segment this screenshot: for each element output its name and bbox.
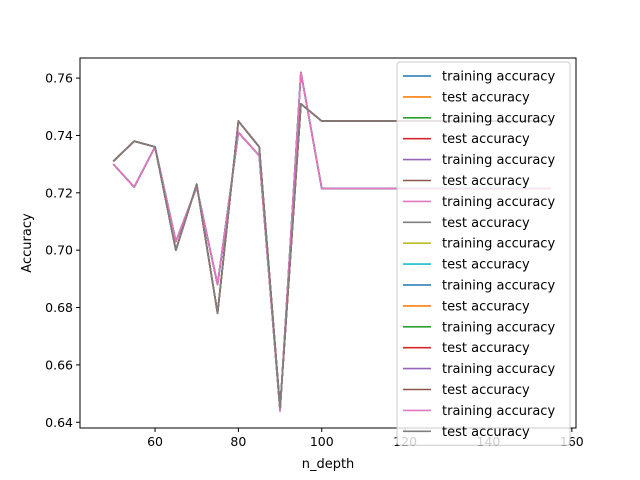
y-tick-label: 0.64	[45, 415, 73, 430]
x-tick-label: 60	[147, 434, 163, 449]
x-tick-label: 100	[310, 434, 334, 449]
y-tick-label: 0.68	[45, 300, 73, 315]
y-tick-label: 0.70	[45, 243, 73, 258]
legend-entry-12[interactable]: test accuracy	[442, 299, 530, 314]
y-axis-label: Accuracy	[20, 213, 35, 273]
legend[interactable]: training accuracy test accuracy training a…	[396, 61, 571, 446]
legend-entry-6[interactable]: test accuracy	[442, 174, 530, 189]
legend-entry-8[interactable]: test accuracy	[442, 216, 530, 231]
y-tick-label: 0.76	[45, 71, 73, 86]
legend-entry-7[interactable]: training accuracy	[442, 195, 555, 210]
legend-entry-17[interactable]: training accuracy	[442, 404, 555, 419]
legend-entry-10[interactable]: test accuracy	[442, 258, 530, 273]
legend-entry-9[interactable]: training accuracy	[442, 237, 555, 252]
y-axis: 0.64 0.66 0.68 0.70 0.72 0.74 0.76	[45, 71, 80, 430]
legend-entry-3[interactable]: training accuracy	[442, 111, 555, 126]
legend-entry-18[interactable]: test accuracy	[442, 425, 530, 440]
y-tick-label: 0.74	[45, 128, 73, 143]
legend-entry-4[interactable]: test accuracy	[442, 132, 530, 147]
legend-entry-16[interactable]: test accuracy	[442, 383, 530, 398]
legend-entry-14[interactable]: test accuracy	[442, 341, 530, 356]
legend-entry-11[interactable]: training accuracy	[442, 279, 555, 294]
y-tick-label: 0.72	[45, 185, 73, 200]
legend-entry-15[interactable]: training accuracy	[442, 362, 555, 377]
legend-entry-5[interactable]: training accuracy	[442, 153, 555, 168]
legend-box	[396, 61, 571, 446]
legend-entry-13[interactable]: training accuracy	[442, 320, 555, 335]
plot-frame	[79, 57, 577, 429]
legend-entry-1[interactable]: training accuracy	[442, 70, 555, 85]
legend-entry-2[interactable]: test accuracy	[442, 90, 530, 105]
x-axis-label: n_depth	[302, 457, 355, 472]
y-tick-label: 0.66	[45, 357, 73, 372]
x-tick-label: 80	[230, 434, 246, 449]
